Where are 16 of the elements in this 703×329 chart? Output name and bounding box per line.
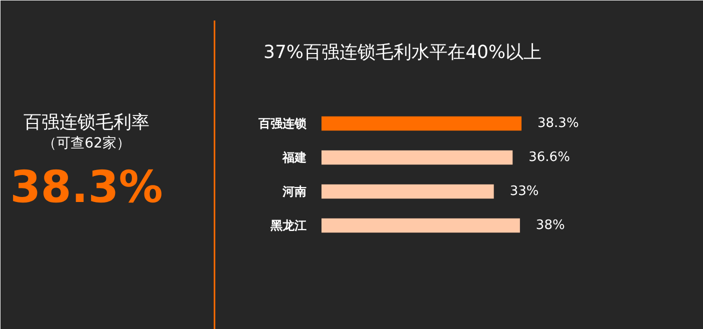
y-tick-label: 黑龙江 [270,218,306,232]
text: （可查62家） [42,136,130,152]
data-label: 38% [536,218,565,233]
bar [322,218,520,233]
y-tick-label: 河南 [282,184,306,198]
data-label: 36.6% [528,150,570,165]
text: 38.3% [10,162,163,213]
chart-title: 37%百强连锁毛利水平在40%以上 [263,42,542,63]
bar [322,184,494,199]
y-tick-label: 百强连锁 [258,116,308,130]
bar [322,150,513,165]
bar [322,116,522,131]
data-label: 38.3% [538,116,579,131]
data-label: 33% [510,184,539,199]
y-tick-label: 福建 [282,150,306,164]
text: 百强连锁毛利率 [24,112,150,133]
